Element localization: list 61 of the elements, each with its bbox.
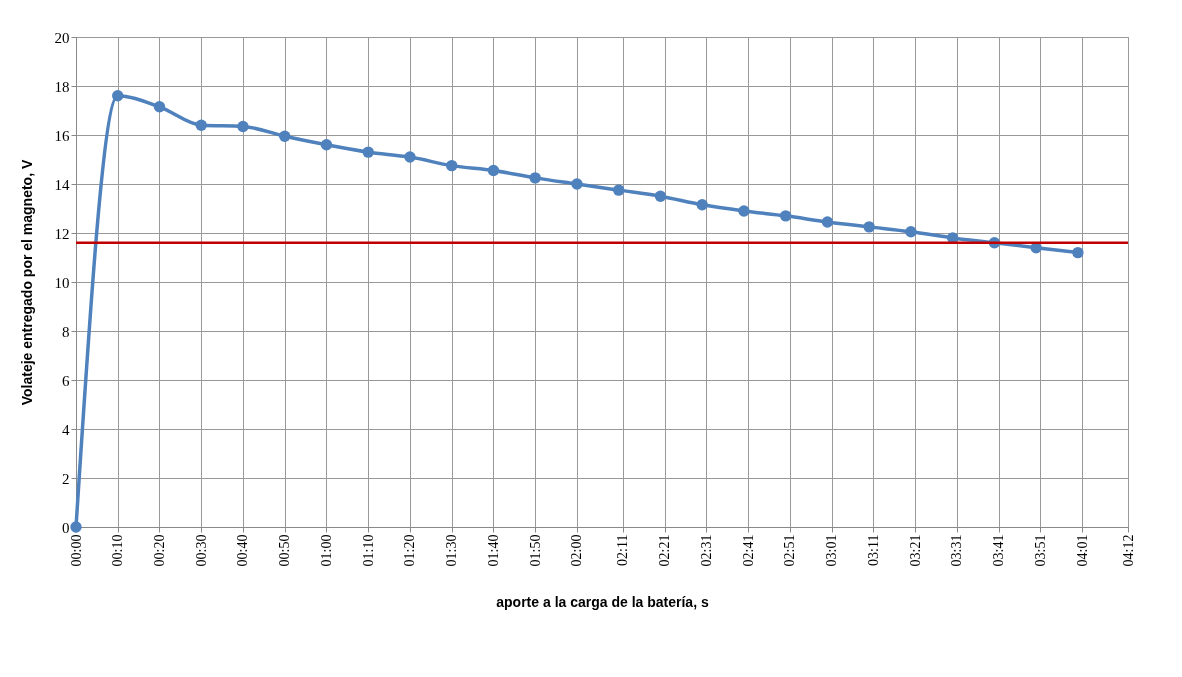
y-tick-label: 8 bbox=[62, 323, 70, 340]
point bbox=[821, 216, 834, 228]
y-tick-label: 10 bbox=[54, 274, 70, 291]
x-tick-label: 03:21 bbox=[907, 534, 923, 567]
x-tick-label: 02:51 bbox=[782, 534, 798, 567]
y-axis-title: Volateje entregado por el magneto, V bbox=[18, 159, 35, 406]
x-tick-label: 04:12 bbox=[1120, 534, 1136, 567]
x-tick-label: 00:10 bbox=[110, 534, 126, 567]
point bbox=[70, 521, 82, 533]
point bbox=[362, 146, 374, 158]
point bbox=[112, 90, 124, 102]
x-tick-label: 02:00 bbox=[569, 534, 585, 567]
point bbox=[905, 226, 917, 238]
x-tick-label: 03:01 bbox=[824, 534, 840, 567]
point bbox=[738, 205, 750, 217]
x-tick-label: 00:30 bbox=[193, 534, 209, 567]
y-tick-label: 4 bbox=[62, 421, 70, 438]
x-tick-label: 02:41 bbox=[740, 534, 756, 567]
point bbox=[404, 151, 416, 163]
x-tick-label: 01:50 bbox=[527, 534, 543, 567]
point bbox=[779, 210, 792, 222]
x-tick-label: 03:41 bbox=[991, 534, 1007, 567]
x-tick-label: 03:31 bbox=[949, 534, 965, 567]
y-tick-label: 12 bbox=[54, 225, 70, 242]
x-tick-label: 04:01 bbox=[1074, 534, 1090, 567]
point bbox=[571, 178, 583, 190]
point bbox=[696, 199, 708, 211]
y-tick-label: 20 bbox=[54, 29, 70, 46]
point bbox=[529, 172, 541, 184]
x-tick-label: 02:21 bbox=[657, 534, 673, 567]
point bbox=[279, 130, 291, 142]
point bbox=[613, 184, 625, 196]
y-tick-label: 2 bbox=[62, 470, 70, 487]
y-tick-label: 18 bbox=[54, 78, 70, 95]
x-tick-label: 02:31 bbox=[698, 534, 714, 567]
point bbox=[195, 119, 207, 131]
y-tick-label: 0 bbox=[62, 519, 70, 536]
y-tick-label: 6 bbox=[62, 372, 70, 389]
x-tick-label: 00:40 bbox=[235, 534, 251, 567]
point bbox=[863, 221, 875, 233]
x-tick-label: 00:20 bbox=[151, 534, 167, 567]
point bbox=[1072, 246, 1084, 259]
x-tick-label: 01:30 bbox=[444, 534, 460, 567]
x-tick-label: 01:20 bbox=[402, 534, 418, 567]
point bbox=[320, 139, 333, 151]
point bbox=[487, 164, 500, 177]
point bbox=[654, 190, 667, 202]
x-tick-label: 03:11 bbox=[865, 534, 881, 566]
x-tick-label: 03:51 bbox=[1032, 534, 1048, 567]
y-tick-label: 14 bbox=[54, 176, 70, 193]
x-tick-label: 00:50 bbox=[277, 534, 293, 567]
point bbox=[446, 159, 458, 172]
x-tick-label: 01:40 bbox=[485, 534, 501, 567]
y-tick-label: 16 bbox=[54, 127, 70, 144]
point bbox=[153, 101, 166, 113]
x-tick-label: 02:11 bbox=[615, 534, 631, 566]
x-tick-label: 00:00 bbox=[68, 534, 84, 567]
x-tick-label: 01:00 bbox=[318, 534, 334, 567]
x-axis-title: aporte a la carga de la batería, s bbox=[496, 594, 709, 611]
point bbox=[237, 120, 249, 133]
x-tick-label: 01:10 bbox=[360, 534, 376, 567]
